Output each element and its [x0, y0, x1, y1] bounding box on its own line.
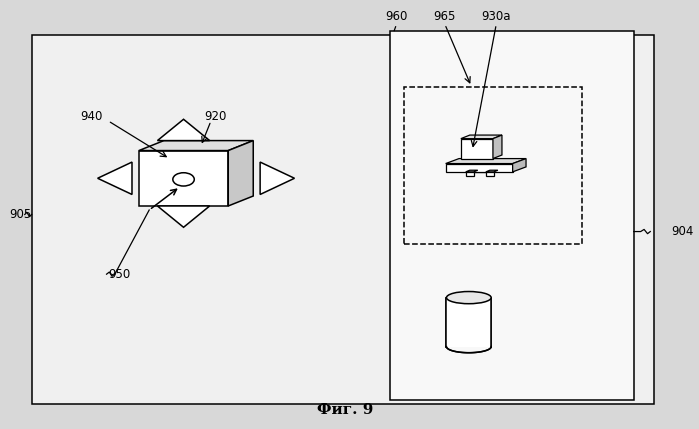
Bar — [447, 298, 491, 347]
Bar — [403, 87, 582, 245]
Polygon shape — [446, 163, 512, 172]
Text: 940: 940 — [80, 110, 103, 123]
Bar — [390, 31, 634, 400]
Ellipse shape — [447, 292, 491, 304]
Polygon shape — [469, 157, 495, 160]
Circle shape — [173, 173, 194, 186]
Polygon shape — [466, 170, 478, 172]
Polygon shape — [461, 139, 493, 159]
Polygon shape — [489, 157, 495, 172]
Polygon shape — [157, 119, 210, 141]
Text: 904: 904 — [672, 225, 694, 238]
Polygon shape — [229, 141, 253, 206]
Polygon shape — [139, 141, 253, 151]
Text: 920: 920 — [204, 110, 226, 123]
Polygon shape — [446, 159, 526, 163]
Text: 965: 965 — [433, 10, 456, 23]
Polygon shape — [493, 135, 502, 159]
Bar — [32, 36, 654, 404]
Polygon shape — [461, 135, 502, 139]
Polygon shape — [157, 206, 210, 227]
Polygon shape — [260, 162, 294, 194]
Polygon shape — [466, 172, 474, 176]
Polygon shape — [139, 151, 229, 206]
Text: 950: 950 — [108, 268, 130, 281]
Text: 930a: 930a — [482, 10, 511, 23]
Text: Фиг. 9: Фиг. 9 — [317, 403, 373, 417]
Polygon shape — [512, 159, 526, 172]
Polygon shape — [486, 170, 498, 172]
Polygon shape — [486, 172, 494, 176]
Text: 905: 905 — [10, 208, 32, 221]
Polygon shape — [98, 162, 132, 194]
Polygon shape — [469, 160, 489, 172]
Text: 960: 960 — [385, 10, 408, 23]
